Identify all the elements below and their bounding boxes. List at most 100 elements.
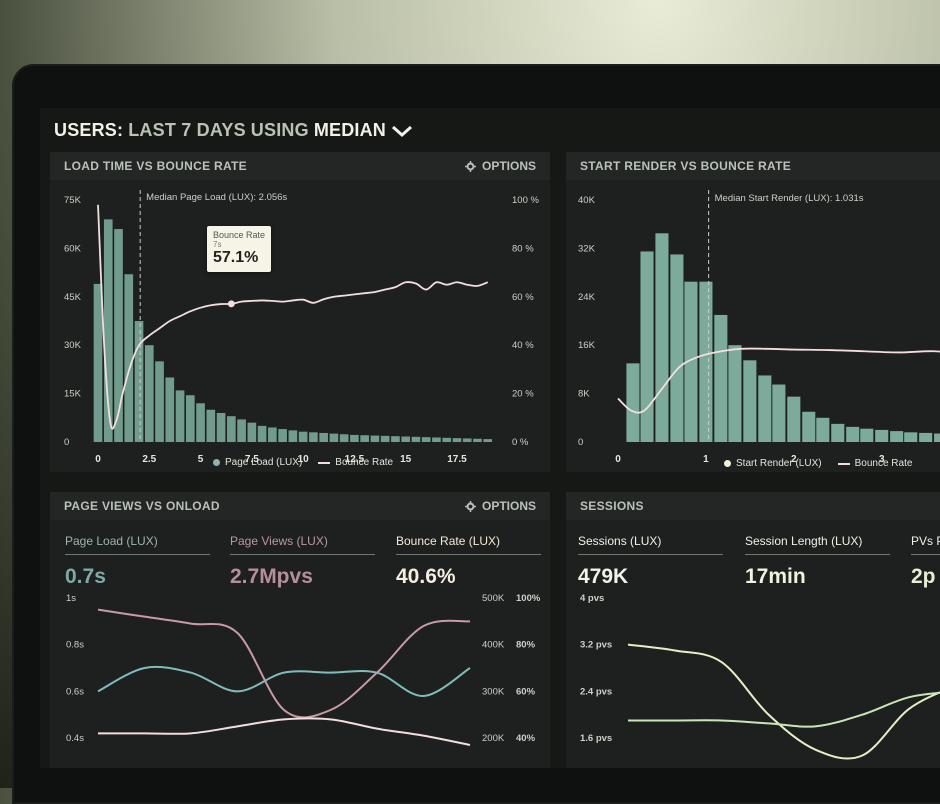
metric-value: 17min: [745, 565, 806, 588]
metric-pvs[interactable]: PVs P 2p: [911, 534, 940, 589]
histogram-bar: [237, 419, 246, 442]
page-views-chart[interactable]: 0.4s 0.6s 0.8s 1s 200K 300K 400K 500K 40% 60% 80% 1…: [50, 588, 550, 768]
y-tick-right-bounce: 80%: [516, 640, 536, 651]
y-tick-right-views: 400K: [482, 640, 505, 651]
legend-dot: [213, 459, 220, 466]
legend-dot: [724, 460, 731, 467]
histogram-bar: [699, 281, 713, 442]
y-tick-right: 100 %: [512, 195, 539, 206]
y-tick-left: 15K: [64, 389, 82, 400]
histogram-bar: [432, 437, 441, 442]
options-button[interactable]: OPTIONS: [464, 499, 536, 513]
legend-item-page-load[interactable]: Page Load (LUX): [213, 457, 302, 468]
metric-value: 2p: [911, 565, 936, 588]
legend-label: Bounce Rate: [335, 457, 394, 468]
legend-line: [837, 462, 850, 465]
histogram-bar: [816, 417, 830, 442]
y-tick-right-bounce: 40%: [516, 733, 536, 744]
y-tick-right: 80 %: [512, 243, 534, 254]
page-title[interactable]: USERS: LAST 7 DAYS USING MEDIAN: [54, 120, 413, 141]
histogram-bar: [257, 425, 267, 442]
sessions-chart[interactable]: 1.6 pvs 2.4 pvs 3.2 pvs 4 pvs: [566, 588, 940, 768]
panel-title: START RENDER VS BOUNCE RATE: [580, 159, 791, 173]
legend-item-start-render[interactable]: Start Render (LUX): [724, 458, 822, 469]
metric-label: Bounce Rate (LUX): [396, 534, 541, 555]
y-tick-left: 8K: [578, 389, 590, 400]
metric-value: 2.7Mpvs: [230, 565, 313, 588]
histogram-bar: [185, 395, 195, 442]
x-tick: 5: [198, 454, 204, 465]
histogram-bar: [860, 428, 874, 442]
chevron-down-icon[interactable]: [391, 124, 413, 138]
legend-item-bounce-rate[interactable]: Bounce Rate: [318, 457, 393, 468]
histogram-bar: [772, 384, 786, 442]
panel-start-render-bounce: START RENDER VS BOUNCE RATE 0 8K 16K 24K 32K…: [566, 152, 940, 472]
histogram-bar: [904, 432, 918, 442]
load-time-chart[interactable]: 0 15K 30K 45K 60K 75K 0 % 20 % 40 % 60 % 80 % 100 %…: [50, 180, 550, 470]
histogram-bar: [360, 435, 369, 442]
histogram-bar: [278, 429, 287, 442]
histogram-bar: [452, 438, 462, 442]
sessions-line: [627, 643, 940, 760]
histogram-bar: [103, 219, 113, 442]
x-tick: 0: [95, 454, 101, 465]
panel-title: PAGE VIEWS VS ONLOAD: [64, 499, 220, 513]
tooltip-sub: 7s: [213, 240, 222, 249]
bounce-rate-line: [97, 204, 489, 430]
x-tick: 7.5: [245, 454, 259, 465]
legend-label: Start Render (LUX): [736, 458, 822, 469]
histogram-bar: [350, 434, 359, 442]
median-label: Median Start Render (LUX): 1.031s: [715, 193, 864, 204]
options-button[interactable]: OPTIONS: [464, 159, 536, 173]
x-tick: 0: [615, 454, 621, 465]
y-tick-right: 60 %: [512, 292, 534, 303]
bounce-rate-line: [97, 717, 471, 746]
start-render-chart[interactable]: 08K16K24K32K40K01234Median Start Render …: [566, 180, 940, 470]
gear-icon: [464, 160, 476, 172]
panel-header: START RENDER VS BOUNCE RATE: [566, 152, 940, 180]
y-tick-right-views: 300K: [482, 686, 505, 697]
gear-icon: [464, 500, 476, 512]
metric-bounce-rate[interactable]: Bounce Rate (LUX) 40.6%: [396, 534, 541, 589]
page-load-line: [97, 665, 471, 698]
panel-title: LOAD TIME VS BOUNCE RATE: [64, 159, 247, 173]
histogram-bar: [802, 411, 816, 442]
histogram-bar: [288, 430, 298, 442]
y-tick-left: 45K: [64, 292, 82, 303]
histogram-bar: [758, 375, 772, 442]
histogram-bar: [175, 390, 185, 442]
x-tick: 2: [791, 454, 797, 465]
y-tick-right-views: 500K: [482, 593, 505, 604]
y-tick-left: 60K: [64, 243, 82, 254]
tooltip-label: Bounce Rate: [213, 230, 266, 240]
metric-label: Session Length (LUX): [745, 534, 890, 555]
tooltip-marker: [227, 300, 235, 308]
y-tick-left: 0: [64, 437, 69, 448]
histogram-bar: [640, 251, 654, 442]
histogram-bar: [421, 437, 431, 442]
legend-item-bounce-rate[interactable]: Bounce Rate: [837, 458, 912, 469]
y-tick-left: 1s: [66, 593, 76, 604]
metric-sessions[interactable]: Sessions (LUX) 479K: [578, 534, 723, 589]
histogram-bar: [462, 438, 472, 442]
title-range: LAST 7 DAYS: [128, 120, 246, 140]
metric-page-views[interactable]: Page Views (LUX) 2.7Mpvs: [230, 534, 375, 589]
options-label: OPTIONS: [481, 499, 536, 513]
histogram-bar: [309, 432, 318, 442]
x-tick: 2.5: [142, 454, 156, 465]
x-tick: 15: [400, 454, 412, 465]
y-tick-right: 40 %: [512, 340, 534, 351]
y-tick-left: 24K: [578, 292, 596, 303]
histogram-bar: [155, 361, 164, 442]
metric-page-load[interactable]: Page Load (LUX) 0.7s: [65, 534, 210, 589]
panel-page-views-onload: PAGE VIEWS VS ONLOAD OPTIONS Page Load (…: [50, 492, 550, 768]
y-tick-left: 1.6 pvs: [580, 733, 612, 744]
metric-session-length[interactable]: Session Length (LUX) 17min: [745, 534, 890, 589]
y-tick-left: 2.4 pvs: [580, 686, 612, 697]
histogram-bar: [227, 416, 236, 442]
histogram-bar: [380, 435, 390, 442]
metric-value: 40.6%: [396, 565, 456, 588]
panel-sessions: SESSIONS Sessions (LUX) 479K Session Len…: [566, 492, 940, 768]
histogram-bar: [165, 377, 175, 442]
y-tick-left: 4 pvs: [580, 593, 604, 604]
